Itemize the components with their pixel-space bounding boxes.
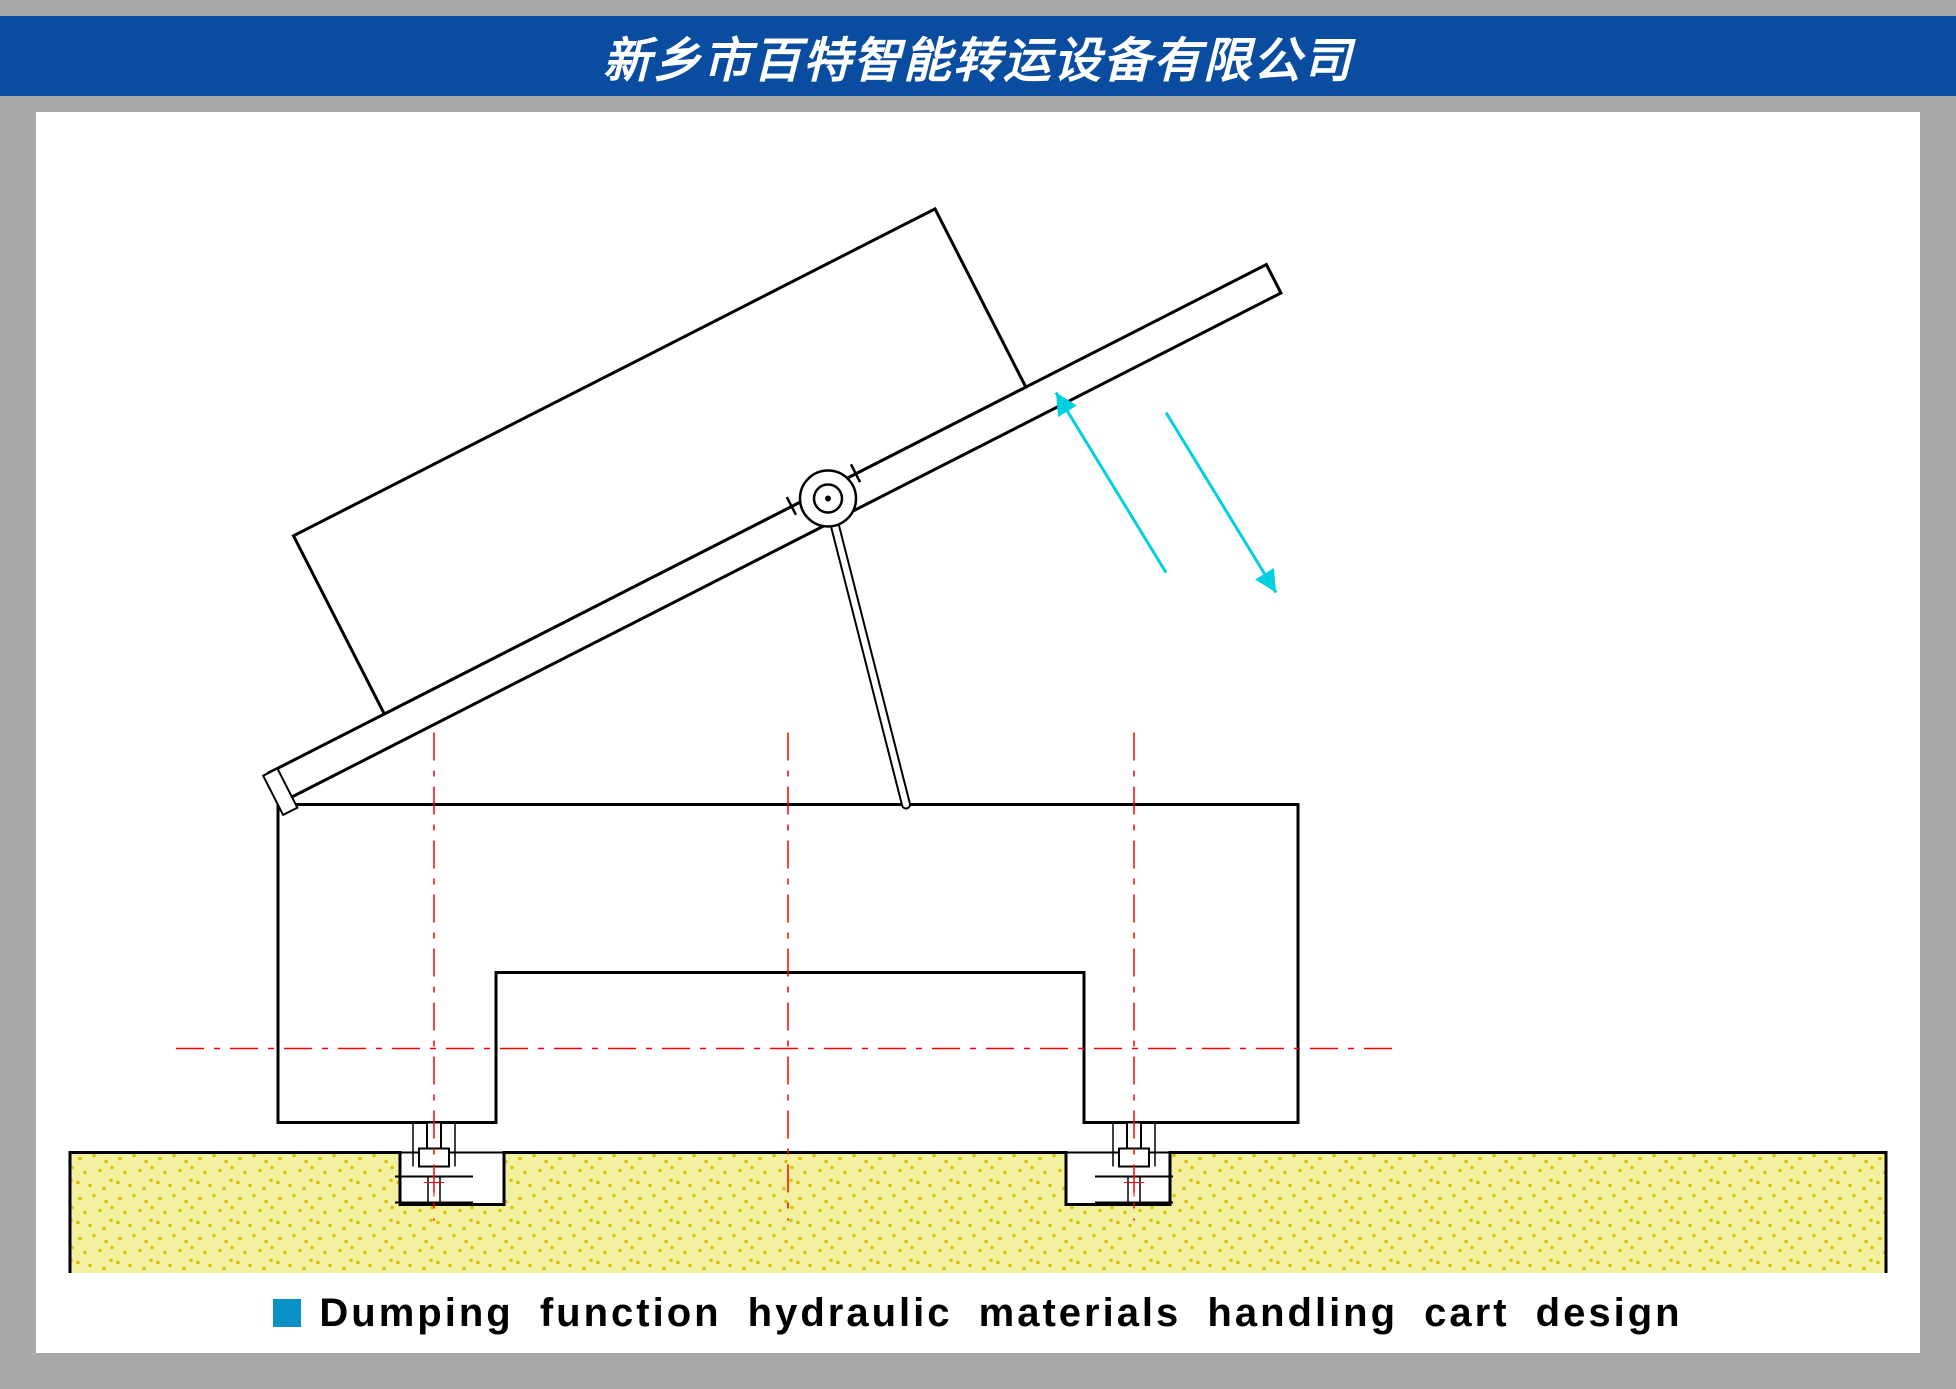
company-name: 新乡市百特智能转运设备有限公司 — [603, 21, 1353, 91]
caption-bar: Dumping function hydraulic materials han… — [36, 1273, 1920, 1353]
caption-marker-icon — [273, 1299, 301, 1327]
drawing-area: Dumping function hydraulic materials han… — [36, 112, 1920, 1353]
page-root: 新乡市百特智能转运设备有限公司 Dumping function hydraul… — [0, 0, 1956, 1389]
header-band: 新乡市百特智能转运设备有限公司 — [0, 16, 1956, 96]
caption-text: Dumping function hydraulic materials han… — [319, 1291, 1682, 1336]
engineering-drawing — [36, 112, 1920, 1353]
